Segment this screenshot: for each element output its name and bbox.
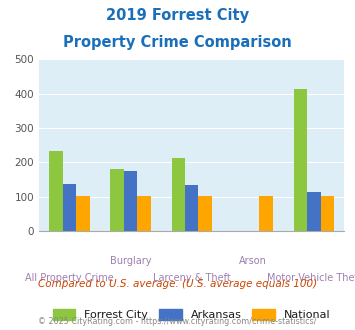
Text: © 2025 CityRating.com - https://www.cityrating.com/crime-statistics/: © 2025 CityRating.com - https://www.city… [38, 317, 317, 326]
Bar [137, 196, 151, 231]
Bar [260, 196, 273, 231]
Bar [110, 169, 124, 231]
Legend: Forrest City, Arkansas, National: Forrest City, Arkansas, National [53, 309, 330, 320]
Bar [307, 192, 321, 231]
Text: Motor Vehicle Theft: Motor Vehicle Theft [267, 273, 355, 283]
Bar [63, 183, 76, 231]
Text: 2019 Forrest City: 2019 Forrest City [106, 8, 249, 23]
Bar [321, 196, 334, 231]
Text: Property Crime Comparison: Property Crime Comparison [63, 35, 292, 50]
Bar [185, 185, 198, 231]
Bar [294, 89, 307, 231]
Text: Compared to U.S. average. (U.S. average equals 100): Compared to U.S. average. (U.S. average … [38, 279, 317, 289]
Bar [171, 158, 185, 231]
Bar [49, 151, 63, 231]
Bar [198, 196, 212, 231]
Bar [124, 171, 137, 231]
Text: Burglary: Burglary [110, 256, 151, 266]
Bar [76, 196, 90, 231]
Text: Arson: Arson [239, 256, 267, 266]
Text: All Property Crime: All Property Crime [25, 273, 114, 283]
Text: Larceny & Theft: Larceny & Theft [153, 273, 231, 283]
